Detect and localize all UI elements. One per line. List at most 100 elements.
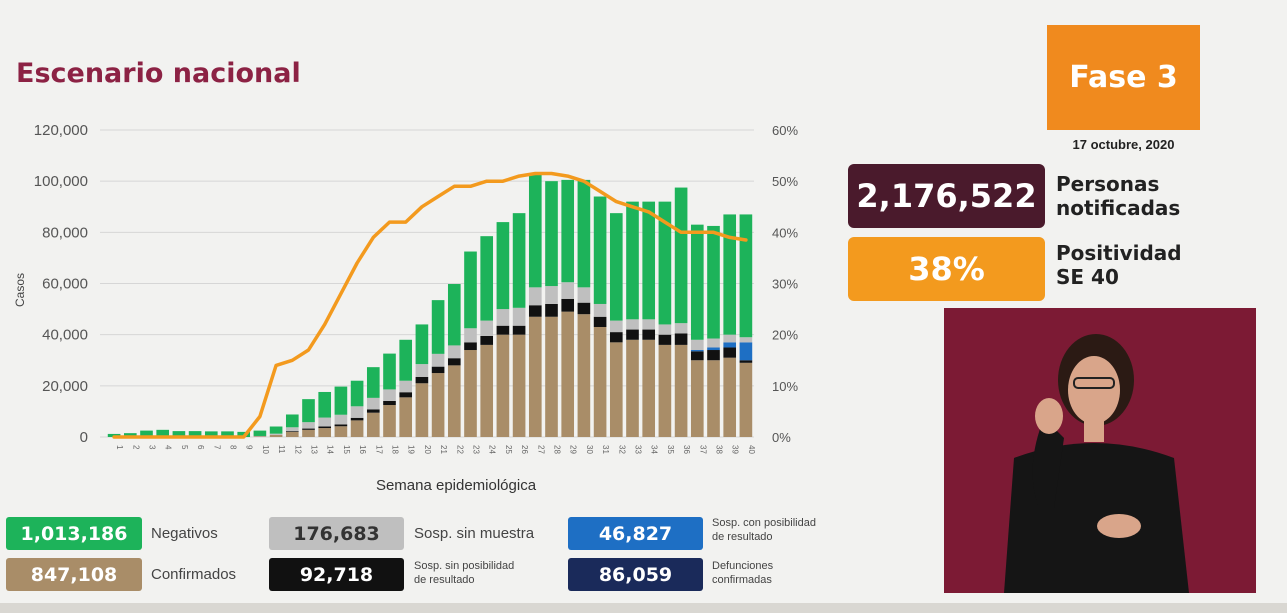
x-tick-label: 5 bbox=[180, 445, 189, 450]
bar-segment bbox=[253, 435, 267, 437]
bar-segment bbox=[399, 339, 413, 381]
bar-segment bbox=[723, 357, 737, 437]
bar-segment bbox=[528, 305, 542, 317]
bar-segment bbox=[399, 392, 413, 398]
bar-segment bbox=[204, 431, 218, 437]
bar-segment bbox=[674, 323, 688, 334]
bar-segment bbox=[626, 329, 639, 340]
bar-segment bbox=[318, 428, 332, 437]
bar-segment bbox=[577, 314, 591, 437]
x-tick-label: 11 bbox=[277, 445, 286, 454]
x-tick-label: 13 bbox=[310, 445, 319, 454]
bar-segment bbox=[318, 426, 332, 429]
notified-label-line1: Personas bbox=[1056, 172, 1160, 196]
bar-segment bbox=[577, 179, 591, 288]
bar-segment bbox=[366, 367, 380, 398]
x-tick-label: 40 bbox=[747, 445, 756, 454]
x-tick-label: 7 bbox=[212, 445, 221, 450]
bar-segment bbox=[334, 424, 348, 427]
sosp-con-posibilidad-label-line2: de resultado bbox=[712, 531, 773, 543]
bar-segment bbox=[447, 284, 461, 346]
bar-segment bbox=[334, 426, 348, 437]
bar-segment bbox=[577, 302, 591, 315]
bar-segment bbox=[690, 351, 704, 361]
phase-badge: Fase 3 bbox=[1047, 25, 1200, 130]
bar-segment bbox=[707, 225, 720, 339]
x-tick-label: 28 bbox=[553, 445, 562, 454]
x-tick-label: 31 bbox=[601, 445, 610, 454]
bar-segment bbox=[496, 325, 510, 335]
bar-segment bbox=[253, 430, 267, 436]
defunciones-label-line2: confirmadas bbox=[712, 574, 772, 586]
bar-segment bbox=[642, 329, 656, 340]
bar-segment bbox=[350, 406, 364, 418]
x-tick-label: 19 bbox=[407, 445, 416, 454]
sign-language-video bbox=[944, 308, 1256, 593]
y-tick-label: 120,000 bbox=[34, 122, 88, 139]
bar-segment bbox=[480, 236, 494, 321]
bar-segment bbox=[707, 338, 720, 348]
bar-segment bbox=[302, 422, 315, 429]
bar-segment bbox=[739, 214, 753, 338]
notified-label-line2: notificadas bbox=[1056, 196, 1181, 220]
bar-segment bbox=[723, 214, 737, 335]
bar-segment bbox=[302, 429, 315, 437]
y-tick-label: 0 bbox=[80, 429, 88, 446]
sosp-con-posibilidad-label-line1: Sosp. con posibilidad bbox=[712, 517, 816, 529]
y2-tick-label: 30% bbox=[772, 277, 798, 292]
y2-tick-label: 60% bbox=[772, 123, 798, 138]
bar-segment bbox=[431, 353, 445, 367]
bar-segment bbox=[285, 431, 299, 437]
bar-segment bbox=[318, 391, 332, 418]
x-tick-label: 26 bbox=[520, 445, 529, 454]
bar-segment bbox=[739, 337, 753, 343]
bar-segment bbox=[609, 332, 623, 343]
bar-segment bbox=[350, 420, 364, 437]
x-tick-label: 15 bbox=[342, 445, 351, 454]
x-tick-label: 30 bbox=[585, 445, 594, 454]
x-tick-label: 32 bbox=[617, 445, 626, 454]
bar-segment bbox=[285, 431, 299, 432]
x-tick-label: 3 bbox=[148, 445, 157, 450]
bar-segment bbox=[383, 353, 396, 390]
bar-segment bbox=[431, 366, 445, 374]
bar-segment bbox=[739, 342, 753, 361]
bar-segment bbox=[690, 360, 704, 437]
bar-segment bbox=[707, 360, 720, 437]
left-axis-ticks: 0 20,000 40,000 60,000 80,000 100,000 120,000 bbox=[34, 122, 88, 446]
positivity-value: 38% bbox=[848, 237, 1045, 301]
sosp-con-posibilidad-label: Sosp. con posibilidad de resultado bbox=[712, 516, 862, 544]
bar-segment bbox=[302, 399, 315, 423]
bar-segment bbox=[318, 417, 332, 427]
x-tick-label: 16 bbox=[358, 445, 367, 454]
bar-segment bbox=[609, 342, 623, 437]
bar-segment bbox=[723, 334, 737, 343]
bar-segment bbox=[545, 181, 558, 287]
bar-segment bbox=[642, 201, 656, 320]
bar-segment bbox=[512, 213, 526, 308]
bar-segment bbox=[626, 319, 639, 330]
x-tick-label: 29 bbox=[569, 445, 578, 454]
cases-chart: 020,00040,00060,00080,000100,000120,000 … bbox=[13, 122, 798, 494]
bar-segment bbox=[480, 335, 494, 345]
bar-segment bbox=[674, 344, 688, 437]
bar-segment bbox=[593, 303, 607, 317]
bar-segment bbox=[431, 300, 445, 354]
bar-segment bbox=[658, 334, 672, 345]
bar-segment bbox=[366, 412, 380, 437]
bar-segment bbox=[496, 334, 510, 437]
bar-segment bbox=[431, 373, 445, 437]
x-tick-label: 35 bbox=[666, 445, 675, 454]
positivity-label-line2: SE 40 bbox=[1056, 265, 1119, 289]
bar-segment bbox=[545, 303, 558, 317]
page-title: Escenario nacional bbox=[16, 58, 301, 89]
x-tick-label: 21 bbox=[439, 445, 448, 454]
confirmados-value: 847,108 bbox=[6, 558, 142, 591]
footer-bar bbox=[0, 603, 1287, 613]
bar-segment bbox=[253, 436, 267, 437]
bar-segment bbox=[561, 298, 575, 312]
bar-segment bbox=[545, 286, 558, 304]
sosp-sin-posibilidad-label-line2: de resultado bbox=[414, 574, 475, 586]
x-tick-label: 25 bbox=[504, 445, 513, 454]
y-tick-label: 80,000 bbox=[42, 224, 88, 241]
